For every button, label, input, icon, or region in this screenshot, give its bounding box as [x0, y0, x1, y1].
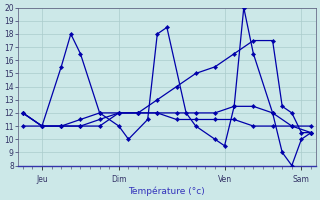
X-axis label: Température (°c): Température (°c)	[129, 186, 205, 196]
